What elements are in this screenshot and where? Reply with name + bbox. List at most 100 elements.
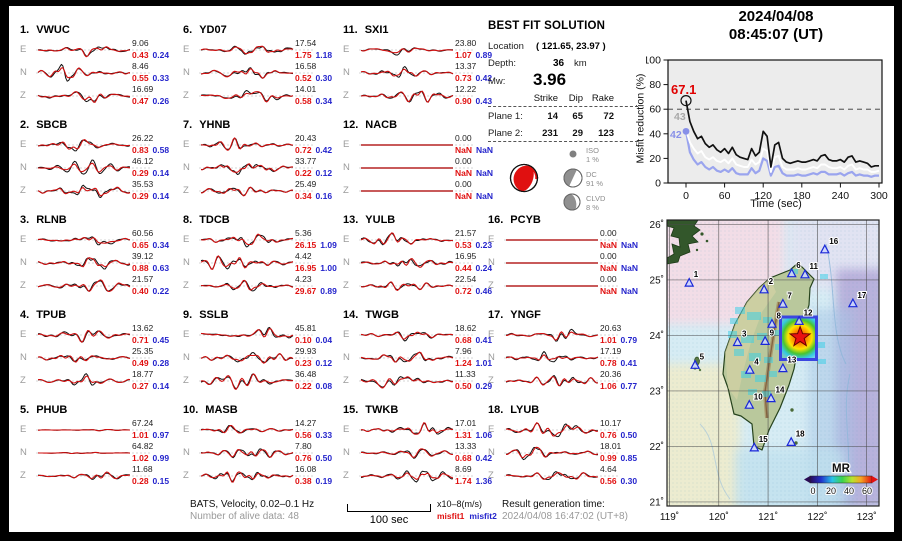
station-code: YNGF [510,309,541,321]
amplitude-value: 0.00 [455,179,472,189]
channel-row-e: E 5.36 26.15 1.09 [183,228,337,252]
station-header: 3. RLNB [20,214,67,226]
channel-label: N [20,67,27,78]
channel-label: Z [20,375,26,386]
plane1-rake: 72 [603,111,614,122]
map-station-number: 4 [754,357,759,366]
amplitude-value: 13.37 [455,61,477,71]
waveform-trace [36,471,152,480]
misfit1-value: 0.99 [600,453,617,463]
channel-row-e: E 10.17 0.76 0.50 [488,418,642,442]
channel-row-z: Z 16.08 0.38 0.19 [183,464,337,488]
waveform-trace [36,139,152,152]
misfit2-value: 0.89 [475,50,493,60]
misfit2-value: 0.14 [152,381,170,391]
misfit-values: NaN NaN [455,168,493,178]
map-border [666,219,880,507]
clvd-icon [563,193,581,211]
misfit-values: 1.74 1.36 [455,476,492,486]
lat-tick: 25˚ [650,274,664,286]
station-code: TDCB [199,214,230,226]
result-time-value: 2024/04/08 16:47:02 (UT+8) [502,511,628,522]
station-code: YHNB [199,119,231,131]
station-code: NACB [365,119,398,131]
amplitude-value: 16.08 [295,464,317,474]
plane1-dip: 65 [572,111,583,122]
station-header: 16. PCYB [488,214,541,226]
alive-data-line: Number of alive data: 48 [190,511,299,522]
misfit1-value: 0.55 [132,73,149,83]
station-code: LYUB [510,404,540,416]
misfit2-legend: misfit2 [469,511,497,521]
map-station-number: 9 [770,329,775,338]
waveform-trace [199,373,315,390]
misfit2-value: 0.42 [475,73,493,83]
channel-label: Z [488,470,494,481]
amplitude-value: 11.33 [455,369,476,379]
channel-label: N [488,447,495,458]
misfit1-value: 29.67 [295,286,317,296]
misfit2-value: 0.97 [152,430,170,440]
waveform-trace [36,279,152,292]
misfit2-value: 0.77 [620,381,638,391]
channel-row-z: Z 0.00 NaN NaN [343,179,497,203]
misfit1-value: NaN [455,191,473,201]
station-number: 16. [488,214,504,226]
misfit1-value: 0.50 [455,381,472,391]
misfit-values: 0.29 0.14 [132,168,169,178]
station-triangle-icon [684,277,695,287]
channel-row-z: Z 21.57 0.40 0.22 [20,274,174,298]
misfit2-value: 0.50 [620,430,638,440]
misfit2-value: 1.00 [320,263,337,273]
colorbar-title: MR [832,463,851,475]
misfit-values: 0.27 0.14 [132,381,169,391]
station-block: 9. SSLB E 45.81 0.10 0.04 N 29.93 0.23 0.12 Z 36.48… [183,309,337,401]
misfit-values: 0.65 0.34 [132,240,169,250]
station-triangle-icon [744,399,755,409]
station-header: 10. MASB [183,404,238,416]
amplitude-value: 9.06 [132,38,149,48]
misfit1-value: 1.01 [132,430,149,440]
misfit1-value: 0.38 [295,476,312,486]
waveform-trace [359,66,475,78]
map-station-15: 15 [749,434,769,452]
rake-header: Rake [591,93,614,104]
map-station-14: 14 [766,385,786,403]
waveform-trace [199,67,315,79]
waveform-trace [359,47,475,56]
misfit-values: 0.34 0.16 [295,191,332,201]
channel-label: E [488,424,495,435]
map-station-number: 7 [787,291,792,300]
misfit-values: 1.31 1.06 [455,430,492,440]
channel-row-e: E 20.63 1.01 0.79 [488,323,642,347]
channel-row-n: N 29.93 0.23 0.12 [183,346,337,370]
misfit1-value: 0.29 [132,191,149,201]
waveform-trace [199,163,315,175]
station-header: 2. SBCB [20,119,67,131]
channel-row-z: Z 4.64 0.56 0.30 [488,464,642,488]
channel-row-n: N 18.01 0.99 0.85 [488,441,642,465]
station-triangle-icon [794,315,805,326]
misfit1-value: 1.31 [455,430,472,440]
channel-row-z: Z 35.53 0.29 0.14 [20,179,174,203]
waveform-trace [504,262,620,264]
misfit1-value: 0.47 [132,96,149,106]
misfit-values: 0.76 0.50 [295,453,332,463]
waveform-trace [359,376,475,389]
station-block: 18. LYUB E 10.17 0.76 0.50 N 18.01 0.99 0.85 Z 4.64… [488,404,642,496]
channel-row-n: N 7.96 1.24 1.01 [343,346,497,370]
frame-edge [0,0,902,6]
iso-icon [569,150,577,158]
x-tick: 60 [719,190,731,202]
misfit-reduction-chart: 0 20 40 60 80 100 0 60 120 180 240 300 67.1 43 42 [646,55,888,203]
waveform-trace [504,422,620,438]
channel-row-z: Z 36.48 0.22 0.08 [183,369,337,393]
misfit-values: NaN NaN [600,263,638,273]
strike-header: Strike [533,93,558,104]
amplitude-value: 14.27 [295,418,317,428]
channel-label: Z [20,280,26,291]
waveform-trace [36,184,152,198]
station-triangle-icon [732,336,743,347]
misfit1-value: 0.58 [295,96,312,106]
channel-label: Z [183,470,189,481]
